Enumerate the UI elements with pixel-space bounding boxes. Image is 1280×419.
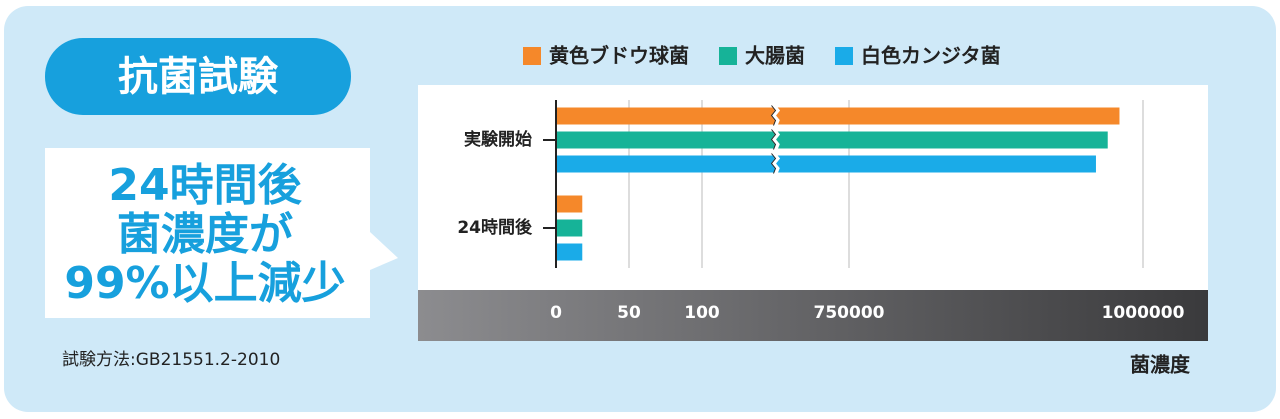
y-tick-label: 実験開始 bbox=[464, 129, 532, 150]
bar bbox=[556, 131, 1108, 149]
legend-label: 白色カンジタ菌 bbox=[861, 44, 1001, 68]
bar bbox=[556, 195, 583, 213]
x-tick-label: 1000000 bbox=[1102, 303, 1185, 323]
callout-box bbox=[45, 148, 398, 318]
x-tick-label: 50 bbox=[617, 303, 641, 323]
legend-swatch bbox=[719, 47, 737, 65]
bar bbox=[556, 219, 583, 237]
callout-line: 菌濃度が bbox=[117, 209, 293, 260]
axis-break bbox=[770, 153, 777, 174]
x-tick-label: 750000 bbox=[814, 303, 885, 323]
heading-pill bbox=[45, 38, 351, 115]
y-tick-label: 24時間後 bbox=[457, 217, 533, 238]
heading: 抗菌試験 bbox=[118, 54, 279, 100]
axis-break bbox=[770, 128, 781, 151]
x-tick-label: 0 bbox=[550, 303, 562, 323]
axis-break bbox=[770, 152, 781, 175]
axis-break bbox=[770, 129, 777, 150]
bar bbox=[556, 107, 1120, 125]
callout-line: 24時間後 bbox=[108, 160, 302, 211]
callout: 24時間後 菌濃度が 99%以上減少 bbox=[64, 160, 345, 309]
axis-break bbox=[770, 105, 777, 126]
x-axis-label: 菌濃度 bbox=[1130, 353, 1191, 377]
bar bbox=[556, 155, 1096, 173]
x-tick-label: 100 bbox=[684, 303, 720, 323]
bar bbox=[556, 243, 583, 261]
note: 試験方法:GB21551.2-2010 bbox=[62, 350, 280, 370]
axis-break bbox=[770, 104, 781, 127]
legend-swatch bbox=[523, 47, 541, 65]
legend-label: 黄色ブドウ球菌 bbox=[549, 44, 689, 68]
axis-band bbox=[418, 290, 1208, 341]
callout-line: 99%以上減少 bbox=[64, 258, 345, 309]
legend-label: 大腸菌 bbox=[745, 44, 805, 68]
legend-swatch bbox=[835, 47, 853, 65]
